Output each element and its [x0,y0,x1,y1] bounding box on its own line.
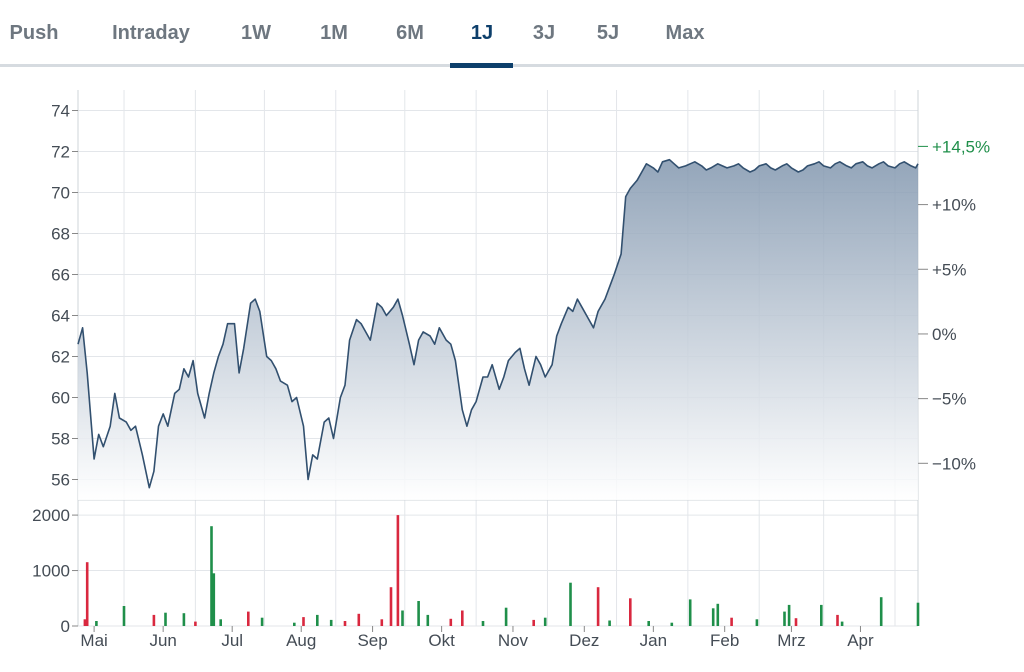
month-label: Apr [847,631,874,650]
volume-bar [608,620,611,626]
price-tick-label: 68 [51,225,70,244]
tab-intraday[interactable]: Intraday [112,22,190,44]
volume-bar [219,619,222,626]
stock-chart: 56 58 60 62 64 66 68 70 72 74 0 1000 2000 −10% −5% 0% +5… [32,90,990,651]
tab-1m[interactable]: 1M [320,22,348,44]
price-area-fill [78,159,918,500]
price-line [77,158,919,489]
volume-bar [247,611,250,626]
volume-bar [343,621,347,626]
volume-tick-label: 0 [61,617,70,636]
price-tick-label: 60 [51,389,70,408]
tab-6m[interactable]: 6M [396,22,424,44]
volume-bar [755,619,759,626]
volume-bar [879,597,883,626]
volume-bar [164,612,167,626]
axes: 56 58 60 62 64 66 68 70 72 74 0 1000 2000 −10% −5% 0% +5… [32,102,990,651]
price-tick-label: 58 [51,430,70,449]
month-label: Dez [569,631,599,650]
percent-tick-label: −5% [932,390,967,409]
volume-bar [302,617,305,626]
tab-1j[interactable]: 1J [470,22,494,44]
volume-bar [449,618,453,626]
volume-bar [389,587,393,626]
volume-bar [783,611,786,626]
volume-bar [716,603,720,626]
price-tick-label: 62 [51,348,70,367]
volume-tick-label: 1000 [32,562,70,581]
volume-bar [85,562,89,626]
volume-bar [840,621,844,626]
month-label: Feb [710,631,739,650]
volume-bar [787,604,791,626]
price-area [77,158,919,500]
volume-bar [730,617,733,626]
volume-tick-label: 2000 [32,506,70,525]
volume-bar [401,610,404,626]
volume-bar [794,618,798,626]
volume-bar [316,614,319,626]
volume-bar [647,621,650,626]
volume-bar [293,622,296,626]
month-label: Jun [149,631,176,650]
volume-bar [543,617,547,626]
volume-bar [194,621,197,626]
volume-bar [380,619,384,626]
volume-bar [836,614,839,626]
price-tick-label: 70 [51,184,70,203]
tab-3j[interactable]: 3J [532,22,556,44]
volume-bar [916,602,920,626]
volume-bar [481,621,485,626]
timeframe-tabs: Push Intraday 1W 1M 6M 1J 3J 5J Max [0,0,1024,68]
price-tick-label: 56 [51,471,70,490]
tab-max[interactable]: Max [665,22,705,44]
volume-bar [83,619,87,626]
tab-1w[interactable]: 1W [241,22,271,44]
price-tick-label: 74 [51,102,70,121]
volume-bars [83,515,920,626]
volume-bar [417,601,420,626]
volume-bar [596,587,600,626]
volume-bar [820,604,823,626]
volume-bar [122,606,126,626]
volume-bar [670,622,674,626]
volume-bar [212,573,216,626]
volume-bar [569,582,572,626]
price-tick-label: 72 [51,143,70,162]
volume-bar [504,607,508,626]
month-label: Okt [428,631,455,650]
current-change-label: +14,5% [932,137,990,156]
volume-bar [711,608,715,626]
month-label: Mai [80,631,107,650]
volume-bar [532,619,535,626]
tab-5j[interactable]: 5J [596,22,620,44]
price-tick-label: 66 [51,266,70,285]
percent-tick-label: +5% [932,260,967,279]
volume-bar [357,613,361,626]
price-tick-label: 64 [51,307,70,326]
percent-tick-label: +10% [932,196,976,215]
volume-bar [95,621,98,626]
volume-bar [629,598,632,626]
volume-bar [426,614,430,626]
volume-bar [688,599,692,626]
volume-bar [210,526,213,626]
tab-push[interactable]: Push [9,22,59,44]
month-label: Nov [498,631,529,650]
active-tab-indicator [450,63,513,68]
volume-bar [396,515,400,626]
month-label: Sep [357,631,387,650]
month-label: Jan [640,631,667,650]
volume-bar [260,617,264,626]
percent-tick-label: 0% [932,325,957,344]
volume-bar [329,619,333,626]
month-label: Mrz [777,631,805,650]
volume-bar [152,614,156,626]
percent-tick-label: −10% [932,454,976,473]
month-label: Jul [221,631,243,650]
volume-bar [461,610,464,626]
volume-bar [182,613,186,626]
month-label: Aug [286,631,316,650]
